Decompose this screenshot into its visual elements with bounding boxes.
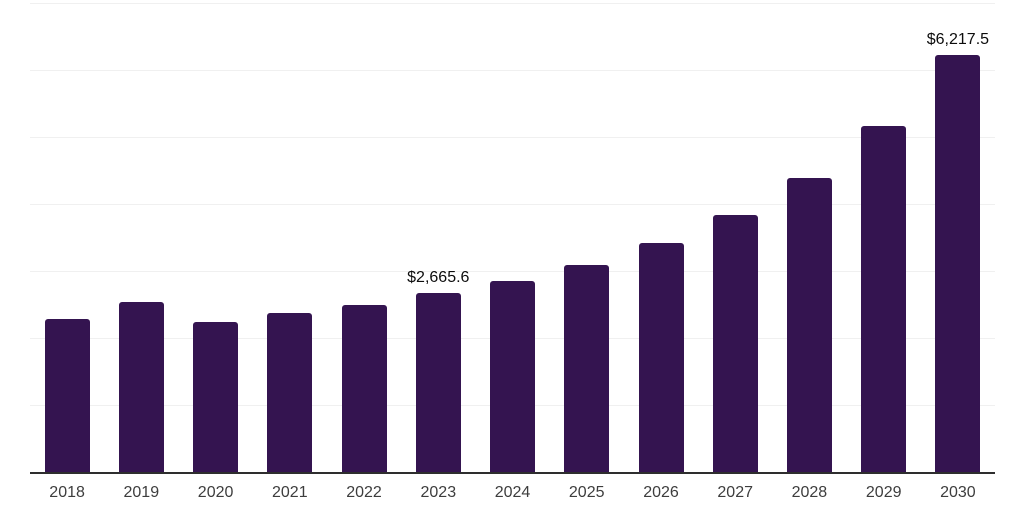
bar-2027[interactable] — [712, 215, 758, 472]
x-tick-label: 2023 — [420, 484, 457, 501]
x-tick-label: 2027 — [717, 484, 753, 501]
x-tick-label: 2029 — [865, 484, 902, 501]
x-tick-label: 2022 — [346, 484, 382, 501]
bar-2019[interactable] — [118, 301, 164, 472]
x-tick-label: 2018 — [49, 484, 85, 501]
x-axis-line — [30, 472, 995, 474]
gridline — [30, 70, 995, 71]
bar-2021[interactable] — [267, 313, 313, 472]
bar-2018[interactable] — [44, 319, 90, 472]
gridline — [30, 271, 995, 272]
gridline — [30, 204, 995, 205]
bar-2028[interactable] — [786, 177, 832, 472]
bar-2030[interactable] — [935, 55, 981, 472]
x-tick-label: 2026 — [643, 484, 679, 501]
data-label-2030: $6,217.5 — [926, 31, 990, 49]
bar-2020[interactable] — [193, 322, 239, 472]
x-tick-label: 2024 — [494, 484, 531, 501]
data-label-2023: $2,665.6 — [407, 269, 470, 287]
x-tick-label: 2028 — [791, 484, 828, 501]
bar-2022[interactable] — [341, 304, 387, 472]
bar-2026[interactable] — [638, 242, 684, 472]
gridline — [30, 3, 995, 4]
bar-2025[interactable] — [564, 264, 610, 472]
x-tick-label: 2021 — [272, 484, 308, 501]
x-tick-label: 2025 — [568, 484, 605, 501]
bar-2029[interactable] — [861, 125, 907, 472]
gridline — [30, 137, 995, 138]
bar-2024[interactable] — [490, 280, 535, 472]
x-tick-label: 2019 — [123, 484, 160, 501]
x-tick-label: 2020 — [197, 484, 234, 501]
x-tick-label: 2030 — [940, 484, 976, 501]
bar-2023[interactable] — [415, 293, 461, 472]
